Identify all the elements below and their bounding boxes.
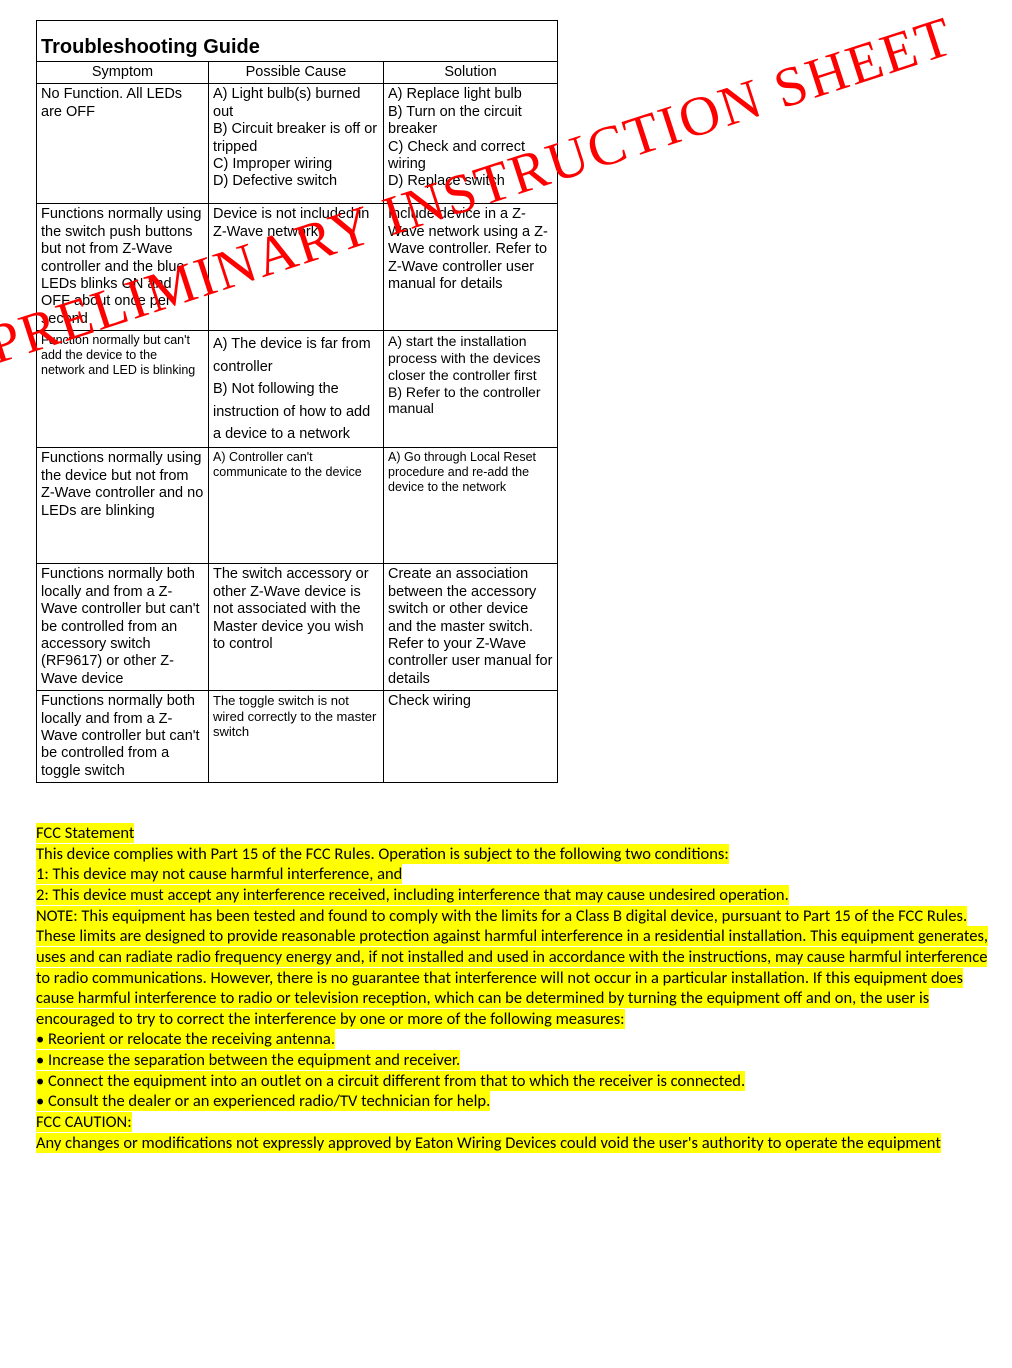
cell-solution: Include device in a Z-Wave network using… bbox=[384, 204, 558, 331]
fcc-text: NOTE: This equipment has been tested and… bbox=[36, 906, 988, 1029]
cell-symptom: No Function. All LEDs are OFF bbox=[37, 84, 209, 204]
cell-solution: A) start the installation process with t… bbox=[384, 331, 558, 448]
cell-symptom: Functions normally using the device but … bbox=[37, 448, 209, 564]
fcc-title: FCC Statement bbox=[36, 823, 134, 843]
fcc-statement-block: FCC Statement This device complies with … bbox=[36, 823, 996, 1153]
col-header-symptom: Symptom bbox=[37, 62, 209, 84]
cell-solution: A) Replace light bulbB) Turn on the circ… bbox=[384, 84, 558, 204]
cell-cause: The switch accessory or other Z-Wave dev… bbox=[209, 564, 384, 691]
fcc-caution-text: Any changes or modifications not express… bbox=[36, 1133, 941, 1153]
cell-symptom: Functions normally using the switch push… bbox=[37, 204, 209, 331]
cell-symptom: Function normally but can't add the devi… bbox=[37, 331, 209, 448]
cell-cause: A) Controller can't communicate to the d… bbox=[209, 448, 384, 564]
col-header-solution: Solution bbox=[384, 62, 558, 84]
cell-cause: Device is not included in Z-Wave network bbox=[209, 204, 384, 331]
troubleshooting-table: Troubleshooting Guide Symptom Possible C… bbox=[36, 20, 558, 783]
fcc-text: 2: This device must accept any interfere… bbox=[36, 885, 789, 905]
table-row: Functions normally both locally and from… bbox=[37, 691, 558, 783]
table-row: Functions normally using the switch push… bbox=[37, 204, 558, 331]
table-row: Functions normally both locally and from… bbox=[37, 564, 558, 691]
cell-cause: A) Light bulb(s) burned outB) Circuit br… bbox=[209, 84, 384, 204]
fcc-text: 1: This device may not cause harmful int… bbox=[36, 864, 402, 884]
fcc-text: • Increase the separation between the eq… bbox=[36, 1050, 460, 1070]
fcc-caution-label: FCC CAUTION: bbox=[36, 1112, 132, 1132]
table-row: Functions normally using the device but … bbox=[37, 448, 558, 564]
cell-symptom: Functions normally both locally and from… bbox=[37, 691, 209, 783]
table-row: Function normally but can't add the devi… bbox=[37, 331, 558, 448]
table-header-row: Symptom Possible Cause Solution bbox=[37, 62, 558, 84]
col-header-cause: Possible Cause bbox=[209, 62, 384, 84]
fcc-text: This device complies with Part 15 of the… bbox=[36, 844, 729, 864]
fcc-text: • Connect the equipment into an outlet o… bbox=[36, 1071, 745, 1091]
fcc-text: • Consult the dealer or an experienced r… bbox=[36, 1091, 490, 1111]
cell-symptom: Functions normally both locally and from… bbox=[37, 564, 209, 691]
cell-cause: A) The device is far from controllerB) N… bbox=[209, 331, 384, 448]
cell-solution: Create an association between the access… bbox=[384, 564, 558, 691]
table-row: No Function. All LEDs are OFF A) Light b… bbox=[37, 84, 558, 204]
table-title: Troubleshooting Guide bbox=[37, 21, 558, 62]
troubleshooting-table-container: Troubleshooting Guide Symptom Possible C… bbox=[36, 20, 557, 783]
fcc-text: • Reorient or relocate the receiving ant… bbox=[36, 1029, 335, 1049]
cell-solution: A) Go through Local Reset procedure and … bbox=[384, 448, 558, 564]
cell-solution: Check wiring bbox=[384, 691, 558, 783]
cell-cause: The toggle switch is not wired correctly… bbox=[209, 691, 384, 783]
